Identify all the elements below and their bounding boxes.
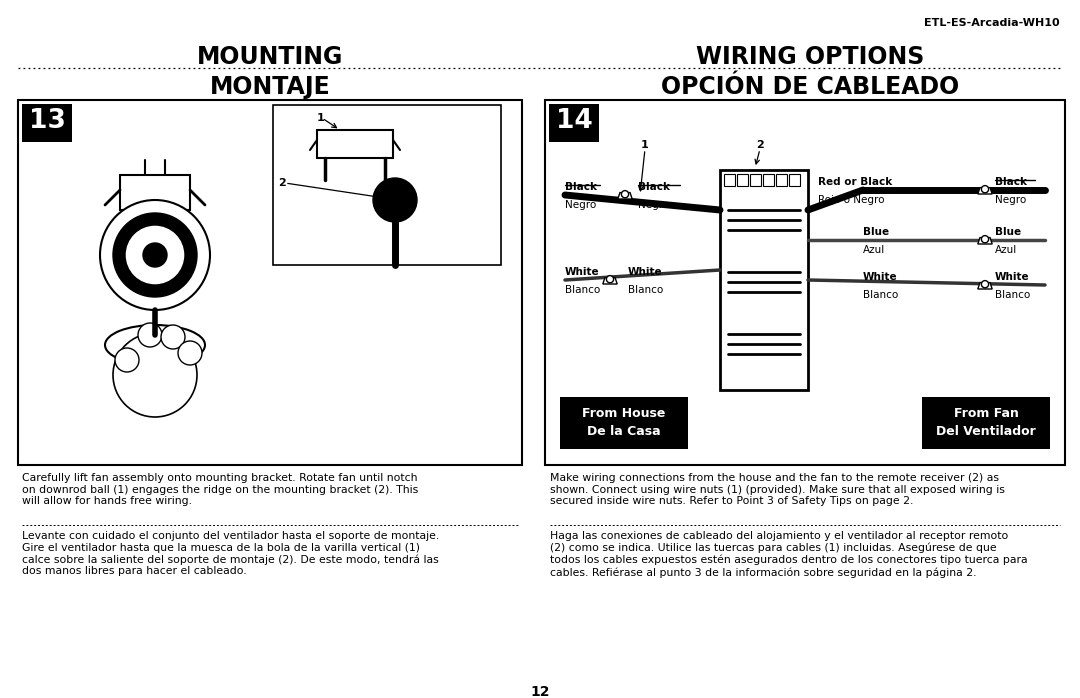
Bar <box>789 174 800 186</box>
Text: 13: 13 <box>28 108 66 134</box>
Text: Blue: Blue <box>995 227 1021 237</box>
Text: 1: 1 <box>642 140 649 150</box>
Bar <box>750 174 761 186</box>
Bar <box>922 397 1050 449</box>
Text: Blanco: Blanco <box>627 285 663 295</box>
Circle shape <box>125 225 185 285</box>
Text: Black: Black <box>565 182 597 192</box>
Bar <box>318 130 393 158</box>
Text: 1: 1 <box>318 113 325 123</box>
Text: Negro: Negro <box>995 195 1026 205</box>
Circle shape <box>114 348 139 372</box>
Text: From Fan: From Fan <box>954 407 1018 420</box>
Polygon shape <box>977 237 993 244</box>
Ellipse shape <box>105 325 205 365</box>
Text: White: White <box>565 267 599 277</box>
Bar <box>18 100 522 465</box>
Text: White: White <box>863 272 897 282</box>
Text: ETL-ES-Arcadia-WH10: ETL-ES-Arcadia-WH10 <box>924 18 1059 28</box>
Text: White: White <box>995 272 1029 282</box>
Text: Black: Black <box>638 182 670 192</box>
Text: White: White <box>627 267 663 277</box>
Polygon shape <box>618 193 632 199</box>
Text: From House: From House <box>582 407 665 420</box>
Text: WIRING OPTIONS: WIRING OPTIONS <box>696 45 924 69</box>
Text: Blanco: Blanco <box>565 285 600 295</box>
Text: Levante con cuidado el conjunto del ventilador hasta el soporte de montaje.
Gire: Levante con cuidado el conjunto del vent… <box>22 531 440 577</box>
Circle shape <box>143 243 167 267</box>
Circle shape <box>178 341 202 365</box>
Text: Negro: Negro <box>638 200 670 210</box>
Bar <box>724 174 735 186</box>
Text: Carefully lift fan assembly onto mounting bracket. Rotate fan until notch
on dow: Carefully lift fan assembly onto mountin… <box>22 473 418 506</box>
Text: Haga las conexiones de cableado del alojamiento y el ventilador al receptor remo: Haga las conexiones de cableado del aloj… <box>550 531 1028 578</box>
Polygon shape <box>977 188 993 194</box>
Circle shape <box>982 281 988 288</box>
Bar <box>273 105 501 265</box>
Circle shape <box>113 213 197 297</box>
Bar <box>762 174 774 186</box>
Text: MONTAJE: MONTAJE <box>210 75 330 99</box>
Circle shape <box>606 276 613 283</box>
Text: Red or Black: Red or Black <box>818 177 892 187</box>
Text: 2: 2 <box>756 140 764 150</box>
Bar <box>737 174 748 186</box>
Circle shape <box>373 178 417 222</box>
Circle shape <box>100 200 210 310</box>
Text: Azul: Azul <box>995 245 1017 255</box>
Text: De la Casa: De la Casa <box>588 425 661 438</box>
Text: Blanco: Blanco <box>863 290 899 300</box>
Text: Rojo o Negro: Rojo o Negro <box>818 195 885 205</box>
Text: 12: 12 <box>530 685 550 698</box>
Circle shape <box>621 191 629 198</box>
Text: OPCIÓN DE CABLEADO: OPCIÓN DE CABLEADO <box>661 75 959 99</box>
Polygon shape <box>977 283 993 289</box>
Circle shape <box>113 333 197 417</box>
Bar <box>777 174 787 186</box>
Text: Del Ventilador: Del Ventilador <box>936 425 1036 438</box>
Circle shape <box>982 236 988 243</box>
Text: Black: Black <box>995 177 1027 187</box>
Circle shape <box>138 323 162 347</box>
Bar <box>549 104 599 142</box>
Circle shape <box>982 186 988 193</box>
Bar <box>561 397 688 449</box>
Text: Blue: Blue <box>863 227 889 237</box>
Polygon shape <box>603 278 617 284</box>
Bar <box>545 100 1065 465</box>
Bar <box>22 104 72 142</box>
Text: Negro: Negro <box>565 200 596 210</box>
Text: Blanco: Blanco <box>995 290 1030 300</box>
Bar <box>720 170 808 390</box>
Text: MOUNTING: MOUNTING <box>197 45 343 69</box>
Bar <box>120 175 190 210</box>
Circle shape <box>161 325 185 349</box>
Text: 2: 2 <box>278 178 286 188</box>
Text: Azul: Azul <box>863 245 886 255</box>
Text: Make wiring connections from the house and the fan to the remote receiver (2) as: Make wiring connections from the house a… <box>550 473 1004 506</box>
Text: 14: 14 <box>555 108 592 134</box>
